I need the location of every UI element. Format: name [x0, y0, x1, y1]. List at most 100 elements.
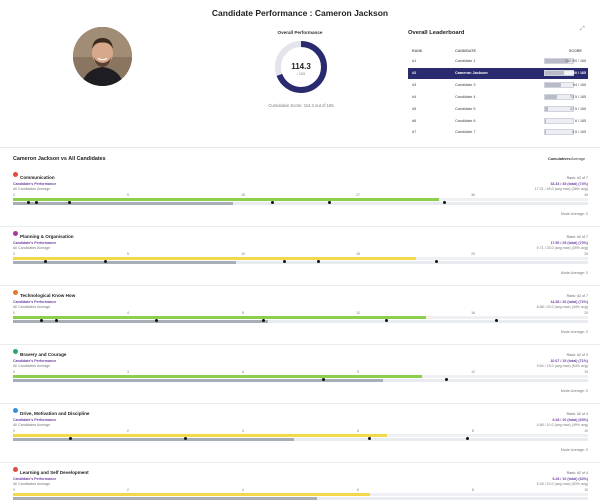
tab-average[interactable]: Average	[571, 157, 586, 161]
average-bar-track	[13, 438, 588, 441]
candidate-marker	[69, 437, 72, 440]
candidate-performance-value: 6.28 / 10 (total) (63%)	[552, 477, 588, 481]
avatar-portrait-icon	[73, 27, 132, 86]
axis-tick-label: 2	[127, 429, 129, 433]
axis-tick-label: 45	[584, 193, 588, 197]
candidate-marker	[26, 201, 30, 204]
axis-tick-label: 10	[584, 429, 588, 433]
leaderboard-score: 73.5 / 165	[570, 94, 586, 99]
average-bar-track	[13, 261, 588, 264]
candidate-bar-track	[13, 198, 588, 201]
comparison-title: Cameron Jackson vs All Candidates	[13, 156, 106, 162]
candidate-bar-track	[13, 493, 588, 496]
axis-tick-label: 3	[127, 370, 129, 374]
candidate-marker	[54, 319, 58, 322]
page-title: Candidate Performance : Cameron Jackson	[211, 8, 389, 18]
leaderboard-row[interactable]: #4 Candidate 4 73.5 / 165	[408, 92, 588, 103]
cumulative-score: Cumulative Score: 114.3 out of 165	[268, 103, 334, 108]
leaderboard-score: 132.9/0 / 165	[565, 59, 586, 63]
category-divider	[0, 344, 600, 345]
leaderboard-candidate-name: Candidate 4	[455, 94, 476, 99]
leaderboard-score-bar	[544, 117, 574, 124]
leaderboard-row[interactable]: #2 Cameron Jackson 114.3/0 / 165	[408, 67, 588, 79]
leaderboard-rank: #4	[412, 94, 417, 99]
candidate-marker	[43, 260, 47, 263]
axis-tick-label: 6	[242, 370, 244, 374]
candidate-marker	[103, 260, 107, 263]
candidate-marker	[67, 201, 71, 204]
score-header: SCORE	[569, 49, 582, 53]
average-bar-track	[13, 320, 588, 323]
axis-tick-label: 8	[472, 429, 474, 433]
leaderboard-score: 94 / 165	[573, 82, 586, 87]
candidate-performance-label: Candidate's Performance	[13, 182, 57, 186]
candidate-performance-value: 17.50 / 25 (total) (70%)	[550, 241, 588, 245]
category-block: Learning and Self Development Rank: #2 of…	[0, 462, 600, 503]
leaderboard-candidate-name: Cameron Jackson	[455, 70, 488, 75]
candidate-bar-track	[13, 316, 588, 319]
leaderboard-row[interactable]: #5 Candidate 5 17.5 / 165	[408, 104, 588, 115]
leaderboard-score-bar	[544, 58, 574, 64]
category-rank: Rank: #2 of 4	[566, 412, 588, 416]
axis-tick-label: 0	[13, 429, 15, 433]
leaderboard-row[interactable]: #6 Candidate 6 6 / 165	[408, 116, 588, 127]
leaderboard-candidate-name: Candidate 1	[455, 59, 476, 63]
leaderboard-row[interactable]: #1 Candidate 1 132.9/0 / 165	[408, 56, 588, 67]
leaderboard-score-fill	[545, 82, 561, 87]
all-candidates-average-value: 8.88 / 20.0 (avg max) (44% avg)	[536, 305, 588, 309]
leaderboard-score-bar	[544, 105, 574, 112]
axis-tick-label: 18	[241, 193, 245, 197]
donut-fill	[275, 41, 327, 93]
leaderboard-row[interactable]: #7 Candidate 7 4.5 / 165	[408, 127, 588, 138]
tab-cumulatives[interactable]: Cumulatives	[548, 157, 571, 161]
candidate-marker	[465, 437, 469, 440]
axis-tick-label: 0	[13, 370, 15, 374]
avatar	[73, 27, 132, 86]
average-bar-track	[13, 379, 588, 382]
axis-tick-label: 4	[242, 488, 244, 492]
leaderboard-score-bar	[544, 69, 574, 76]
category-block: Communication Rank: #2 of 7 Candidate's Pe…	[0, 172, 600, 230]
average-bar-fill	[13, 379, 383, 382]
leaderboard-rank: #2	[412, 70, 417, 75]
candidate-bar-fill	[13, 316, 427, 319]
expand-icon[interactable]: ⤢	[580, 26, 585, 32]
axis-tick-label: 12	[471, 370, 475, 374]
axis-tick-label: 36	[471, 193, 475, 197]
section-divider	[0, 147, 600, 148]
axis-tick-label: 25	[584, 252, 588, 256]
average-bar-fill	[13, 261, 237, 264]
axis-tick-label: 20	[471, 252, 475, 256]
candidate-performance-value: 10.67 / 15 (total) (71%)	[550, 359, 588, 363]
axis-tick-label: 15	[356, 252, 360, 256]
axis-tick-label: 9	[357, 370, 359, 374]
axis-tick-label: 8	[472, 488, 474, 492]
category-divider	[0, 226, 600, 227]
category-rank: Rank: #2 of 7	[566, 176, 588, 180]
all-candidates-average-label: All Candidates Average	[13, 423, 51, 427]
category-block: Planning & Organisation Rank: #2 of 7 Cand…	[0, 226, 600, 289]
category-rank: Rank: #2 of 3	[566, 353, 588, 357]
candidate-marker	[270, 201, 274, 204]
candidate-marker	[385, 319, 389, 322]
all-candidates-average-label: All Candidates Average	[13, 246, 51, 250]
category-axis: 0 4 8 12 16 20	[13, 311, 588, 316]
category-axis: 0 2 4 6 8 10	[13, 488, 588, 493]
axis-tick-label: 5	[127, 252, 129, 256]
category-name: Communication	[20, 175, 55, 180]
leaderboard-score-fill	[545, 94, 558, 99]
leaderboard-score-fill	[545, 106, 548, 111]
candidate-bar-fill	[13, 434, 387, 437]
category-dot-icon	[13, 290, 18, 295]
leaderboard-title: Overall Leaderboard	[408, 30, 465, 36]
candidate-performance-value: 6.28 / 10 (total) (63%)	[552, 418, 588, 422]
leaderboard-row[interactable]: #3 Candidate 3 94 / 165	[408, 80, 588, 91]
candidate-bar-track	[13, 375, 588, 378]
category-name: Planning & Organisation	[20, 234, 74, 239]
candidate-bar-fill	[13, 257, 416, 260]
candidate-marker	[443, 201, 447, 204]
candidate-marker	[261, 319, 265, 322]
leaderboard-candidate-name: Candidate 3	[455, 82, 476, 87]
mode-average: Mode Average: 0	[560, 271, 588, 275]
candidate-bar-fill	[13, 493, 370, 496]
